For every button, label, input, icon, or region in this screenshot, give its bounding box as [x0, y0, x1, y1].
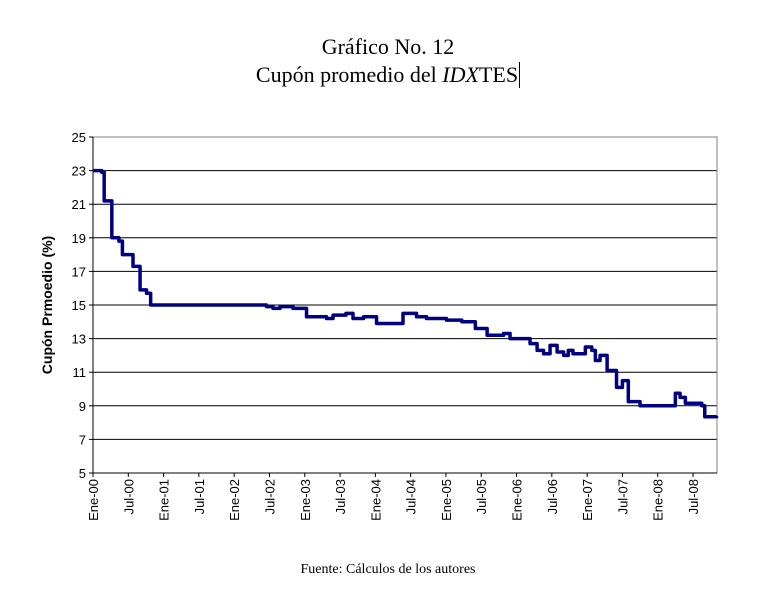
- chart-title: Cupón promedio del IDXTES: [0, 62, 776, 88]
- title-prefix: Cupón promedio del: [255, 62, 443, 87]
- x-tick-label: Ene-07: [580, 479, 595, 521]
- source-note: Fuente: Cálculos de los autores: [300, 562, 476, 577]
- title-italic: IDX: [442, 62, 479, 87]
- series-line-cupon: [93, 168, 719, 419]
- y-tick-label: 25: [72, 130, 86, 145]
- y-tick-label: 15: [72, 298, 86, 313]
- text-cursor: [519, 62, 521, 88]
- x-tick-label: Jul-02: [262, 479, 277, 514]
- x-tick-label: Ene-02: [227, 479, 242, 521]
- y-tick-label: 21: [72, 197, 86, 212]
- x-tick-label: Jul-00: [121, 479, 136, 514]
- y-tick-label: 19: [72, 231, 86, 246]
- x-tick-label: Ene-06: [510, 479, 525, 521]
- y-tick-label: 23: [72, 164, 86, 179]
- x-tick-label: Jul-04: [404, 479, 419, 514]
- x-tick-label: Jul-05: [474, 479, 489, 514]
- y-tick-label: 11: [73, 365, 87, 380]
- x-tick-label: Ene-00: [86, 479, 101, 521]
- title-suffix: TES: [478, 62, 519, 87]
- x-tick-label: Ene-08: [651, 479, 666, 521]
- y-tick-label: 13: [72, 332, 86, 347]
- x-tick-label: Ene-04: [368, 479, 383, 521]
- x-tick-label: Ene-01: [157, 479, 172, 521]
- figure-number: Gráfico No. 12: [321, 34, 455, 59]
- x-tick-label: Jul-08: [686, 479, 701, 514]
- y-axis-label: Cupón Prmoedio (%): [39, 236, 55, 374]
- y-tick-label: 17: [72, 264, 86, 279]
- x-tick-label: Ene-03: [298, 479, 313, 521]
- y-tick-label: 5: [79, 466, 86, 481]
- x-tick-label: Jul-07: [615, 479, 630, 514]
- x-tick-label: Ene-05: [439, 479, 454, 521]
- y-tick-label: 9: [79, 399, 86, 414]
- x-tick-label: Jul-03: [333, 479, 348, 514]
- y-tick-label: 7: [79, 432, 86, 447]
- x-tick-label: Jul-06: [545, 479, 560, 514]
- x-tick-label: Jul-01: [192, 479, 207, 514]
